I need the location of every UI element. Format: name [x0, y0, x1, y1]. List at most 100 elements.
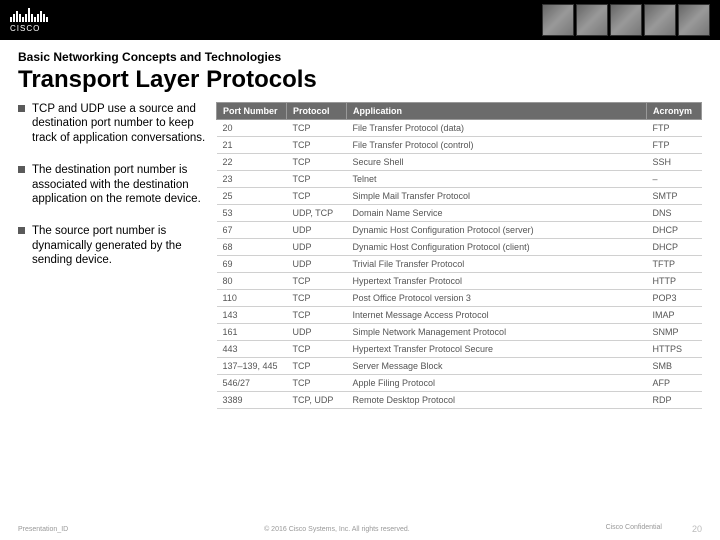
table-cell: IMAP: [647, 307, 702, 324]
table-cell: Server Message Block: [347, 358, 647, 375]
table-cell: DHCP: [647, 222, 702, 239]
table-cell: 69: [217, 256, 287, 273]
table-cell: Post Office Protocol version 3: [347, 290, 647, 307]
table-cell: Dynamic Host Configuration Protocol (cli…: [347, 239, 647, 256]
table-cell: 137–139, 445: [217, 358, 287, 375]
table-row: 110TCPPost Office Protocol version 3POP3: [217, 290, 702, 307]
footer-left: Presentation_ID: [18, 526, 68, 533]
table-row: 20TCPFile Transfer Protocol (data)FTP: [217, 120, 702, 137]
table-cell: AFP: [647, 375, 702, 392]
table-cell: HTTP: [647, 273, 702, 290]
table-row: 21TCPFile Transfer Protocol (control)FTP: [217, 137, 702, 154]
table-row: 161UDPSimple Network Management Protocol…: [217, 324, 702, 341]
cisco-logo-text: CISCO: [10, 24, 40, 33]
main-area: TCP and UDP use a source and destination…: [18, 102, 702, 409]
table-row: 23TCPTelnet–: [217, 171, 702, 188]
table-cell: TCP: [287, 188, 347, 205]
table-cell: 161: [217, 324, 287, 341]
table-cell: TCP: [287, 120, 347, 137]
bullet-item: The source port number is dynamically ge…: [18, 224, 208, 267]
slide-title: Transport Layer Protocols: [18, 66, 702, 94]
table-cell: Internet Message Access Protocol: [347, 307, 647, 324]
col-acronym: Acronym: [647, 103, 702, 120]
table-cell: Simple Network Management Protocol: [347, 324, 647, 341]
table-cell: Trivial File Transfer Protocol: [347, 256, 647, 273]
table-cell: Domain Name Service: [347, 205, 647, 222]
table-cell: 80: [217, 273, 287, 290]
table-cell: SMB: [647, 358, 702, 375]
table-row: 53UDP, TCPDomain Name ServiceDNS: [217, 205, 702, 222]
table-cell: DHCP: [647, 239, 702, 256]
cisco-logo-bars: [10, 8, 48, 22]
table-row: 137–139, 445TCPServer Message BlockSMB: [217, 358, 702, 375]
table-cell: POP3: [647, 290, 702, 307]
table-cell: TCP, UDP: [287, 392, 347, 409]
bullet-list: TCP and UDP use a source and destination…: [18, 102, 208, 409]
table-cell: Dynamic Host Configuration Protocol (ser…: [347, 222, 647, 239]
ports-table: Port Number Protocol Application Acronym…: [216, 102, 702, 409]
table-cell: 23: [217, 171, 287, 188]
table-cell: UDP: [287, 222, 347, 239]
table-cell: TCP: [287, 290, 347, 307]
footer-confidential: Cisco Confidential: [606, 524, 662, 534]
table-cell: 546/27: [217, 375, 287, 392]
table-cell: 25: [217, 188, 287, 205]
table-cell: TCP: [287, 154, 347, 171]
table-cell: HTTPS: [647, 341, 702, 358]
table-cell: TCP: [287, 358, 347, 375]
table-cell: File Transfer Protocol (data): [347, 120, 647, 137]
table-header-row: Port Number Protocol Application Acronym: [217, 103, 702, 120]
footer-copyright: © 2016 Cisco Systems, Inc. All rights re…: [68, 526, 605, 533]
page-number: 20: [692, 524, 702, 534]
table-cell: 22: [217, 154, 287, 171]
table-cell: TCP: [287, 341, 347, 358]
slide-subtitle: Basic Networking Concepts and Technologi…: [18, 50, 702, 64]
table-cell: TCP: [287, 375, 347, 392]
footer: Presentation_ID © 2016 Cisco Systems, In…: [0, 524, 720, 534]
table-cell: UDP: [287, 239, 347, 256]
col-protocol: Protocol: [287, 103, 347, 120]
cisco-logo: CISCO: [10, 8, 48, 33]
table-cell: 53: [217, 205, 287, 222]
table-cell: TFTP: [647, 256, 702, 273]
table-cell: Apple Filing Protocol: [347, 375, 647, 392]
table-cell: SNMP: [647, 324, 702, 341]
table-cell: 143: [217, 307, 287, 324]
table-cell: Hypertext Transfer Protocol Secure: [347, 341, 647, 358]
slide-content: Basic Networking Concepts and Technologi…: [0, 40, 720, 409]
table-row: 3389TCP, UDPRemote Desktop ProtocolRDP: [217, 392, 702, 409]
table-cell: FTP: [647, 120, 702, 137]
table-cell: Secure Shell: [347, 154, 647, 171]
table-cell: Hypertext Transfer Protocol: [347, 273, 647, 290]
table-cell: Simple Mail Transfer Protocol: [347, 188, 647, 205]
table-cell: TCP: [287, 273, 347, 290]
table-cell: TCP: [287, 307, 347, 324]
table-cell: UDP, TCP: [287, 205, 347, 222]
table-cell: FTP: [647, 137, 702, 154]
header-bar: CISCO: [0, 0, 720, 40]
table-cell: TCP: [287, 137, 347, 154]
table-cell: 21: [217, 137, 287, 154]
table-cell: SSH: [647, 154, 702, 171]
table-row: 443TCPHypertext Transfer Protocol Secure…: [217, 341, 702, 358]
table-cell: UDP: [287, 324, 347, 341]
table-cell: Remote Desktop Protocol: [347, 392, 647, 409]
ports-table-wrap: Port Number Protocol Application Acronym…: [216, 102, 702, 409]
table-cell: TCP: [287, 171, 347, 188]
table-cell: 110: [217, 290, 287, 307]
table-row: 143TCPInternet Message Access ProtocolIM…: [217, 307, 702, 324]
table-cell: File Transfer Protocol (control): [347, 137, 647, 154]
table-cell: SMTP: [647, 188, 702, 205]
table-cell: 20: [217, 120, 287, 137]
table-row: 25TCPSimple Mail Transfer ProtocolSMTP: [217, 188, 702, 205]
table-cell: 67: [217, 222, 287, 239]
table-row: 69UDPTrivial File Transfer ProtocolTFTP: [217, 256, 702, 273]
col-port: Port Number: [217, 103, 287, 120]
table-cell: 443: [217, 341, 287, 358]
table-cell: 3389: [217, 392, 287, 409]
table-row: 80TCPHypertext Transfer ProtocolHTTP: [217, 273, 702, 290]
col-application: Application: [347, 103, 647, 120]
table-row: 22TCPSecure ShellSSH: [217, 154, 702, 171]
bullet-item: The destination port number is associate…: [18, 163, 208, 206]
table-cell: Telnet: [347, 171, 647, 188]
